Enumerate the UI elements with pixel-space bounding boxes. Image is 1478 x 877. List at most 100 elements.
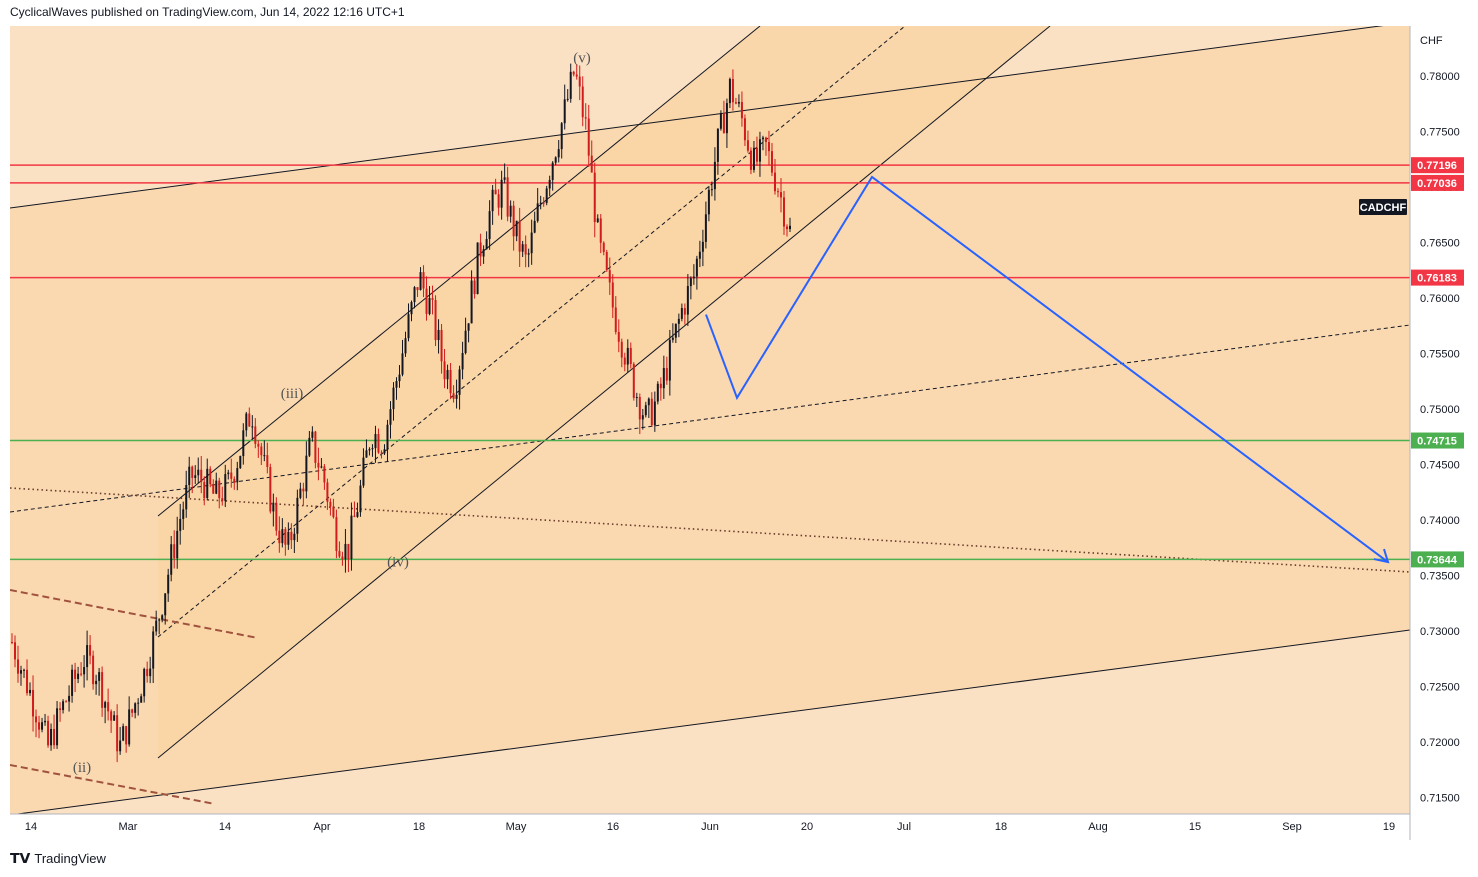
time-tick-14: 19: [1383, 821, 1395, 833]
candle-body: [53, 728, 56, 746]
candle-body: [557, 149, 560, 158]
candle-body: [308, 437, 311, 456]
candle-body: [668, 339, 671, 381]
candle-body: [209, 468, 212, 485]
level-tag-label-0: 0.77196: [1417, 160, 1457, 172]
candle-body: [479, 242, 482, 257]
candle-body: [629, 347, 632, 364]
candle-body: [344, 543, 347, 560]
candle-body: [68, 695, 71, 702]
candle-body: [677, 318, 680, 324]
candle-body: [611, 282, 614, 308]
candle-body: [101, 672, 104, 708]
candle-body: [644, 405, 647, 416]
outer-channel-fill: [10, 26, 1410, 814]
candle-body: [656, 383, 659, 402]
candle-body: [458, 369, 461, 395]
candle-body: [431, 298, 434, 300]
candle-body: [290, 531, 293, 541]
candle-body: [485, 239, 488, 250]
candle-body: [773, 172, 776, 192]
candle-body: [83, 667, 86, 675]
candle-body: [452, 393, 455, 399]
candle-body: [530, 232, 533, 254]
candle-body: [521, 244, 524, 252]
candle-body: [329, 501, 332, 507]
candle-body: [464, 330, 467, 353]
candle-body: [686, 286, 689, 315]
candle-body: [512, 205, 515, 237]
candle-body: [731, 79, 734, 103]
candle-body: [461, 352, 464, 370]
candle-body: [497, 194, 500, 208]
candle-body: [269, 466, 272, 512]
candle-body: [158, 619, 161, 621]
candle-body: [407, 314, 410, 339]
price-tick-8: 0.74000: [1420, 515, 1460, 527]
candle-body: [302, 488, 305, 492]
candle-body: [392, 387, 395, 410]
level-tag-label-1: 0.77036: [1417, 178, 1457, 190]
candle-body: [500, 179, 503, 208]
candle-body: [212, 484, 215, 494]
candle-body: [149, 668, 152, 677]
candle-body: [395, 381, 398, 388]
candle-body: [221, 498, 224, 501]
candle-body: [617, 331, 620, 342]
candle-body: [779, 192, 782, 198]
candle-body: [17, 659, 20, 674]
falling-channel-lower: [10, 764, 216, 805]
level-tag-label-3: 0.74715: [1417, 436, 1457, 448]
candle-body: [599, 218, 602, 243]
time-axis[interactable]: 14 Mar 14 Apr 18 May 16 Jun 20 Jul 18 Aug 15 Sep 19: [25, 821, 1395, 833]
candle-body: [182, 509, 185, 519]
candle-body: [287, 531, 290, 545]
candle-body: [386, 424, 389, 450]
candle-body: [113, 715, 116, 721]
candle-body: [575, 74, 578, 77]
candle-body: [782, 197, 785, 227]
rising-channel-lower-line: [157, 26, 1051, 759]
footer-brand[interactable]: TradingView: [34, 851, 106, 866]
time-tick-5: May: [506, 821, 527, 833]
projection-path: [705, 175, 1389, 563]
time-tick-11: Aug: [1088, 821, 1108, 833]
candle-body: [440, 329, 443, 362]
candle-body: [752, 147, 755, 170]
candle-body: [764, 137, 767, 143]
candle-body: [167, 574, 170, 594]
candle-body: [719, 113, 722, 129]
candle-body: [80, 673, 83, 675]
candle-body: [698, 251, 701, 259]
candle-body: [254, 426, 257, 444]
candle-body: [224, 474, 227, 501]
tradingview-logo-icon[interactable]: 𝗧𝗩: [10, 850, 31, 866]
candle-body: [179, 518, 182, 531]
candle-body: [359, 485, 362, 513]
candle-body: [419, 272, 422, 291]
candle-body: [785, 226, 788, 230]
candle-body: [425, 288, 428, 314]
candle-body: [542, 202, 545, 204]
candle-body: [539, 202, 542, 204]
price-tick-4: 0.76000: [1420, 293, 1460, 305]
candle-body: [242, 430, 245, 457]
candle-body: [272, 502, 275, 512]
candle-body: [194, 475, 197, 478]
candle-body: [110, 711, 113, 721]
candle-body: [602, 242, 605, 252]
candle-body: [311, 431, 314, 438]
candle-body: [701, 241, 704, 252]
candle-body: [632, 363, 635, 398]
candle-body: [323, 466, 326, 483]
level-tag-label-4: 0.73644: [1417, 554, 1458, 566]
price-tick-3: 0.76500: [1420, 237, 1460, 249]
candle-body: [44, 720, 47, 723]
candle-body: [674, 323, 677, 338]
candlestick-series: [11, 63, 791, 763]
candle-body: [374, 434, 377, 449]
candle-body: [191, 466, 194, 478]
outer-channel-top-line: [10, 26, 1384, 209]
candle-body: [257, 443, 260, 447]
